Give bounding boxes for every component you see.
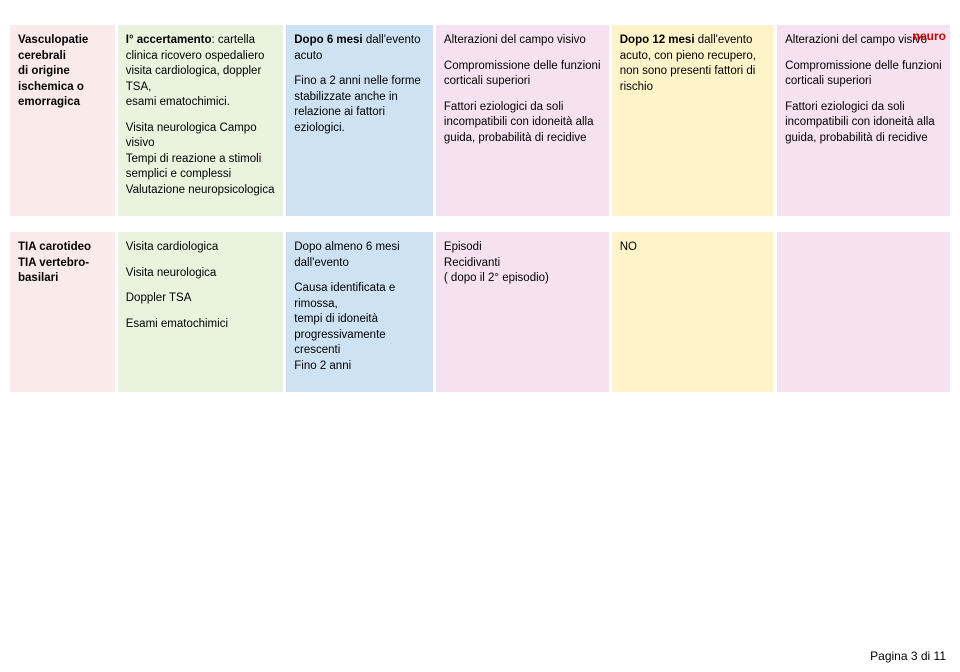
cell-c1: I° accertamento: cartella clinica ricove… xyxy=(118,25,284,216)
cell-c4: Dopo 12 mesi dall'evento acuto, con pien… xyxy=(612,25,774,216)
cell-c1: Visita cardiologicaVisita neurologicaDop… xyxy=(118,232,284,392)
cell-c0: Vasculopatie cerebralidi origine ischemi… xyxy=(10,25,115,216)
cell-c3: Alterazioni del campo visivoCompromissio… xyxy=(436,25,609,216)
cell-c3: EpisodiRecidivanti( dopo il 2° episodio) xyxy=(436,232,609,392)
table-row: Vasculopatie cerebralidi origine ischemi… xyxy=(10,25,950,216)
cell-c2: Dopo almeno 6 mesi dall'eventoCausa iden… xyxy=(286,232,433,392)
page-footer: Pagina 3 di 11 xyxy=(870,648,946,664)
table-row: TIA carotideoTIA vertebro-basilariVisita… xyxy=(10,232,950,392)
cell-c5 xyxy=(777,232,950,392)
cell-c5: Alterazioni del campo visivoCompromissio… xyxy=(777,25,950,216)
page-header: neuro xyxy=(913,28,946,44)
cell-c0: TIA carotideoTIA vertebro-basilari xyxy=(10,232,115,392)
cell-c4: NO xyxy=(612,232,774,392)
cell-c2: Dopo 6 mesi dall'evento acutoFino a 2 an… xyxy=(286,25,433,216)
content-table: Vasculopatie cerebralidi origine ischemi… xyxy=(7,22,953,395)
